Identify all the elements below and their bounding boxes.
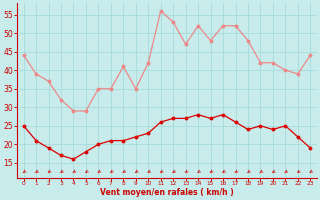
X-axis label: Vent moyen/en rafales ( km/h ): Vent moyen/en rafales ( km/h ) <box>100 188 234 197</box>
